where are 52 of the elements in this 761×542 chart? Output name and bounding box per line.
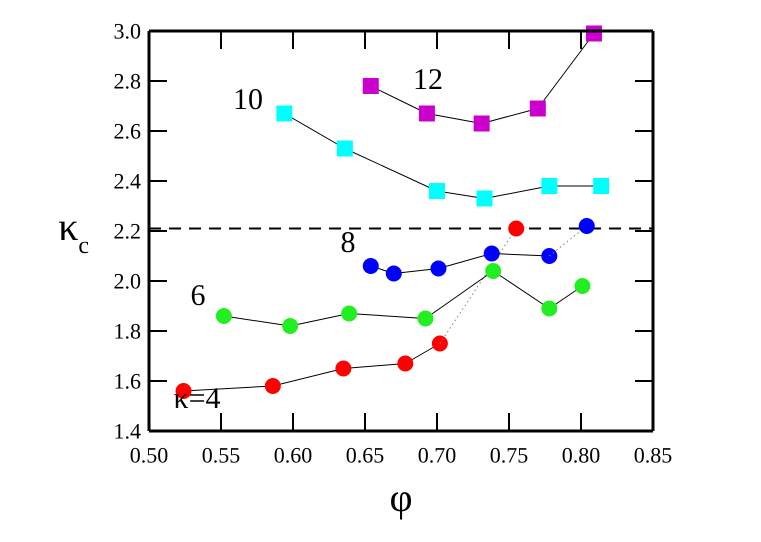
- annotation: 6: [190, 278, 206, 312]
- point: [508, 220, 524, 236]
- point: [417, 310, 434, 326]
- annotation: 12: [413, 62, 443, 96]
- x-tick-label: 0.55: [202, 442, 240, 468]
- point: [541, 178, 558, 194]
- point: [276, 106, 292, 122]
- point: [485, 263, 502, 279]
- point: [430, 260, 446, 276]
- point: [216, 308, 232, 324]
- x-tick-label: 0.85: [634, 442, 672, 468]
- point: [429, 183, 445, 199]
- point: [264, 378, 281, 394]
- point: [282, 318, 298, 334]
- x-tick-label: 0.60: [274, 442, 312, 468]
- x-tick-label: 0.75: [490, 442, 528, 468]
- point: [397, 356, 414, 372]
- point: [432, 336, 448, 352]
- y-axis-title: κ$_{c}$: [58, 204, 89, 259]
- point: [530, 100, 546, 116]
- point: [336, 140, 353, 156]
- y-tick-label: 1.8: [114, 318, 141, 344]
- y-tick-label: 1.6: [114, 368, 141, 394]
- x-tick-label: 0.70: [418, 442, 456, 468]
- y-tick-label: 2.6: [114, 118, 141, 144]
- annotation: κ=4: [173, 382, 221, 415]
- y-tick-label: 3.0: [114, 18, 141, 44]
- annotation: 10: [233, 82, 263, 116]
- point: [484, 246, 500, 262]
- point: [341, 306, 358, 322]
- y-tick-label: 2.8: [114, 68, 141, 94]
- point: [578, 218, 595, 234]
- point: [362, 78, 379, 94]
- y-tick-label: 2.4: [114, 168, 141, 194]
- y-tick-label: 1.4: [114, 418, 141, 444]
- y-tick-label: 2.0: [114, 268, 141, 294]
- point: [574, 278, 590, 294]
- point: [335, 360, 352, 376]
- point: [474, 116, 490, 132]
- x-tick-label: 0.50: [130, 442, 168, 468]
- annotation: 8: [340, 226, 356, 259]
- y-tick-label: 2.2: [114, 218, 141, 244]
- x-axis-title: φ: [389, 475, 413, 520]
- point: [541, 248, 558, 264]
- point: [476, 190, 493, 206]
- point: [362, 258, 379, 274]
- point: [418, 106, 435, 122]
- x-tick-label: 0.65: [346, 442, 384, 468]
- x-tick-label: 0.80: [562, 442, 600, 468]
- point: [593, 178, 610, 194]
- point: [541, 300, 558, 316]
- point: [386, 266, 402, 282]
